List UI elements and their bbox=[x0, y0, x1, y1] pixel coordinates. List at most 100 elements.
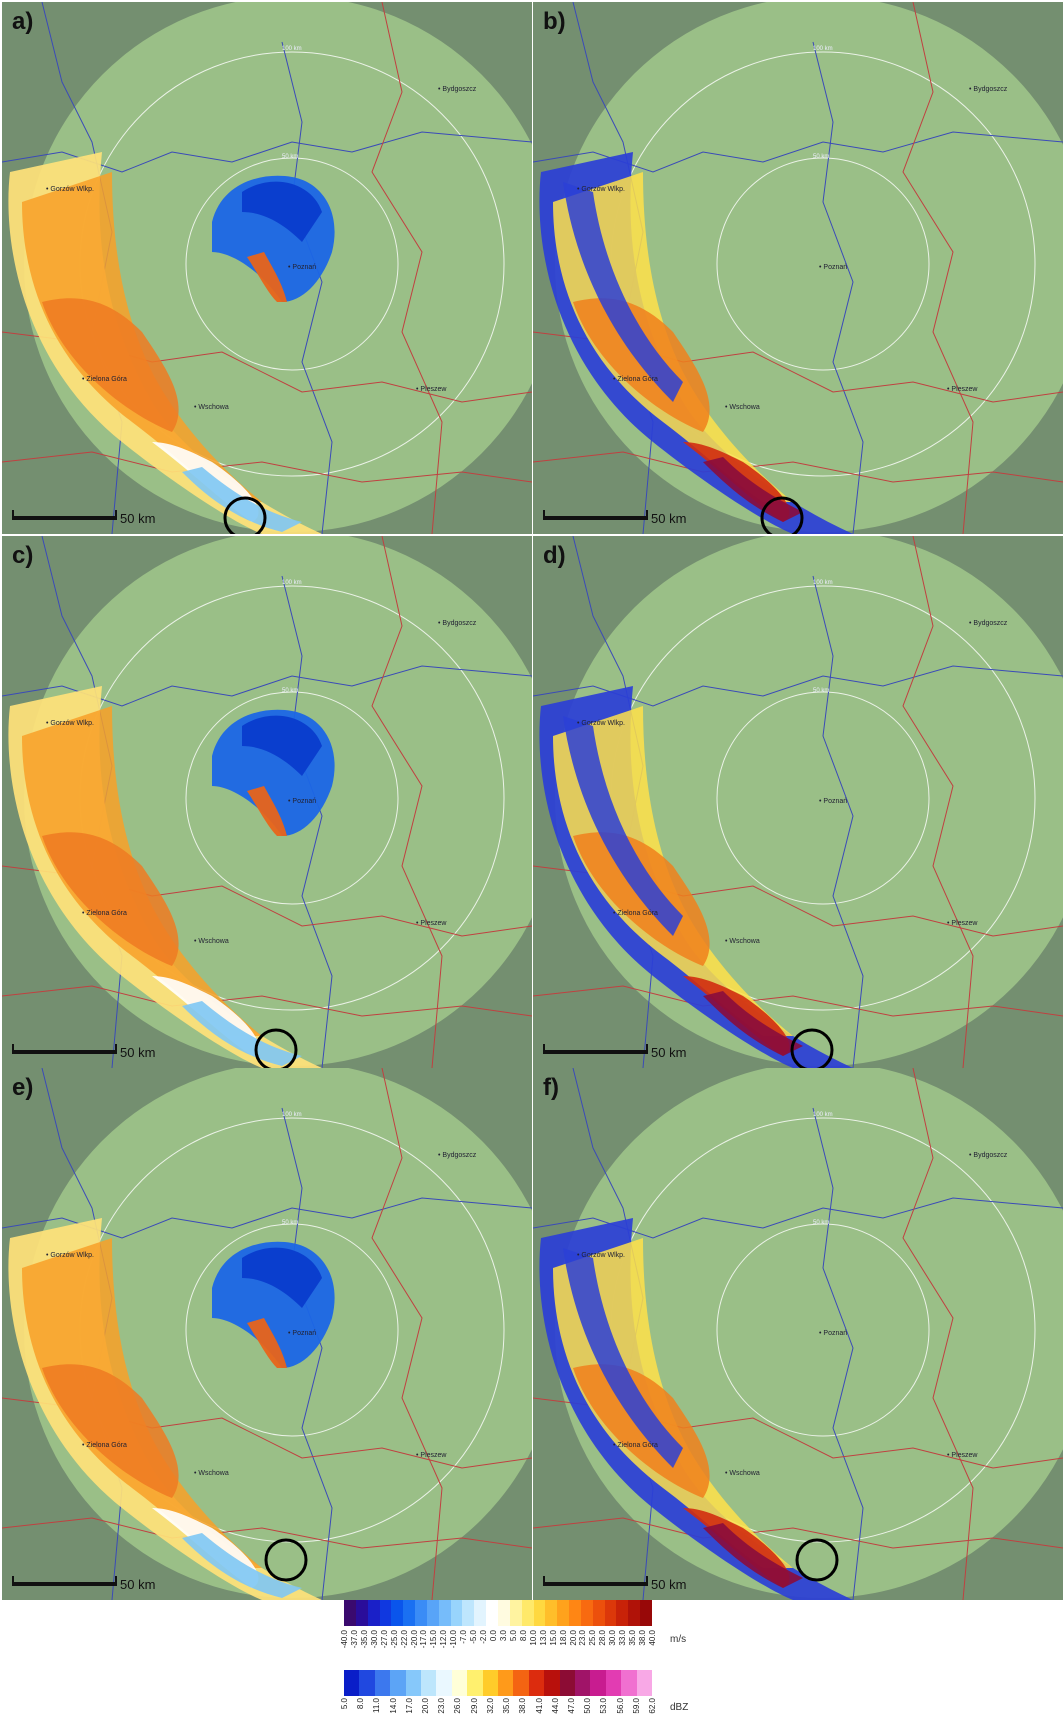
tick-label: 15.0 bbox=[548, 1630, 558, 1646]
tick-label: -30.0 bbox=[369, 1630, 379, 1649]
tick-label: 23.0 bbox=[578, 1630, 588, 1646]
colorbar-cell bbox=[498, 1600, 511, 1626]
colorbar-cell bbox=[533, 1600, 546, 1626]
city-label: • Wschowa bbox=[194, 1470, 229, 1477]
range-ring-label: 50 km bbox=[282, 154, 299, 160]
colorbar-cell bbox=[462, 1600, 475, 1626]
scale-bar bbox=[12, 1576, 117, 1586]
tick-label: 13.0 bbox=[538, 1630, 548, 1646]
tick-label: 41.0 bbox=[534, 1698, 544, 1714]
city-label: • Poznań bbox=[819, 264, 848, 271]
scale-label: 50 km bbox=[651, 1045, 687, 1060]
colorbar-cell bbox=[355, 1600, 369, 1626]
colorbar-cell bbox=[390, 1670, 407, 1696]
city-label: • Pleszew bbox=[416, 1452, 447, 1459]
radar-panel-c: c) 50 km • Bydgoszcz • Gorzów Wlkp. • Poznań… bbox=[2, 536, 532, 1068]
tick-label: 0.0 bbox=[489, 1630, 499, 1642]
colorbar-cell bbox=[438, 1600, 452, 1626]
velocity-colorbar bbox=[344, 1600, 653, 1626]
range-ring-label: 50 km bbox=[282, 1220, 299, 1226]
tick-label: -10.0 bbox=[449, 1630, 459, 1649]
city-label: • Pleszew bbox=[947, 920, 978, 927]
range-ring-label: 100 km bbox=[813, 46, 833, 52]
tick-label: 32.0 bbox=[485, 1698, 495, 1714]
scale-label: 50 km bbox=[120, 511, 156, 526]
colorbar-cell bbox=[359, 1670, 376, 1696]
colorbar-cell bbox=[636, 1670, 653, 1696]
colorbar-cell bbox=[628, 1600, 641, 1626]
scale-bar bbox=[12, 510, 117, 520]
colorbar-cell bbox=[403, 1600, 416, 1626]
radar-panel-d: d) 50 km • Bydgoszcz • Gorzów Wlkp. • Poznań… bbox=[533, 536, 1063, 1068]
tick-label: 47.0 bbox=[566, 1698, 576, 1714]
scale-label: 50 km bbox=[120, 1045, 156, 1060]
colorbar-cell bbox=[616, 1600, 629, 1626]
colorbar-cell bbox=[545, 1600, 558, 1626]
colorbar-cell bbox=[415, 1600, 428, 1626]
tick-label: 59.0 bbox=[631, 1698, 641, 1714]
tick-label: 35.0 bbox=[502, 1698, 512, 1714]
tick-label: 20.0 bbox=[421, 1698, 431, 1714]
tick-label: -17.0 bbox=[419, 1630, 429, 1649]
colorbar-cell bbox=[521, 1600, 535, 1626]
city-label: • Gorzów Wlkp. bbox=[46, 720, 94, 727]
city-label: • Wschowa bbox=[725, 1470, 760, 1477]
colorbar-cell bbox=[557, 1600, 570, 1626]
city-label: • Pleszew bbox=[416, 920, 447, 927]
panel-label: f) bbox=[543, 1074, 559, 1101]
tick-label: -22.0 bbox=[399, 1630, 409, 1649]
colorbar-cell bbox=[451, 1670, 468, 1696]
range-ring-label: 100 km bbox=[813, 1112, 833, 1118]
city-label: • Gorzów Wlkp. bbox=[46, 1252, 94, 1259]
tick-label: -20.0 bbox=[409, 1630, 419, 1649]
tick-label: 20.0 bbox=[568, 1630, 578, 1646]
scale-label: 50 km bbox=[651, 1577, 687, 1592]
tick-label: 23.0 bbox=[437, 1698, 447, 1714]
city-label: • Gorzów Wlkp. bbox=[577, 186, 625, 193]
radar-map bbox=[533, 1068, 1063, 1600]
city-label: • Zielona Góra bbox=[613, 910, 658, 917]
tick-label: 3.0 bbox=[498, 1630, 508, 1642]
tick-label: 50.0 bbox=[583, 1698, 593, 1714]
city-label: • Pleszew bbox=[947, 1452, 978, 1459]
radar-map bbox=[2, 2, 532, 534]
colorbar-cell bbox=[374, 1670, 391, 1696]
scale-bar bbox=[543, 1044, 648, 1054]
colorbar-cell bbox=[367, 1600, 381, 1626]
tick-label: 14.0 bbox=[388, 1698, 398, 1714]
tick-label: -12.0 bbox=[439, 1630, 449, 1649]
panel-label: e) bbox=[12, 1074, 34, 1101]
scale-bar bbox=[543, 510, 648, 520]
city-label: • Zielona Góra bbox=[613, 1442, 658, 1449]
tick-label: 28.0 bbox=[598, 1630, 608, 1646]
colorbar-cell bbox=[592, 1600, 606, 1626]
range-ring-label: 50 km bbox=[813, 1220, 830, 1226]
colorbar-cell bbox=[580, 1600, 594, 1626]
radar-map bbox=[533, 536, 1063, 1068]
colorbar-cell bbox=[544, 1670, 561, 1696]
velocity-unit: m/s bbox=[670, 1634, 687, 1645]
tick-label: 62.0 bbox=[648, 1698, 657, 1714]
tick-label: 38.0 bbox=[638, 1630, 648, 1646]
tick-label: 44.0 bbox=[550, 1698, 560, 1714]
city-label: • Poznań bbox=[288, 1330, 317, 1337]
tick-label: 5.0 bbox=[340, 1698, 349, 1710]
radar-panel-e: e) 50 km • Bydgoszcz • Gorzów Wlkp. • Poznań… bbox=[2, 1068, 532, 1600]
colorbar-cell bbox=[482, 1670, 499, 1696]
range-ring-label: 50 km bbox=[282, 688, 299, 694]
scale-bar bbox=[543, 1576, 648, 1586]
city-label: • Zielona Góra bbox=[82, 910, 127, 917]
colorbar-cell bbox=[436, 1670, 453, 1696]
city-label: • Bydgoszcz bbox=[969, 620, 1008, 627]
city-label: • Gorzów Wlkp. bbox=[577, 720, 625, 727]
colorbar-cell bbox=[450, 1600, 463, 1626]
tick-label: -5.0 bbox=[469, 1630, 479, 1644]
panel-label: a) bbox=[12, 8, 34, 35]
tick-label: 8.0 bbox=[356, 1698, 366, 1710]
city-label: • Wschowa bbox=[194, 938, 229, 945]
tick-label: -2.0 bbox=[479, 1630, 489, 1644]
city-label: • Wschowa bbox=[725, 938, 760, 945]
city-label: • Bydgoszcz bbox=[438, 1152, 477, 1159]
scale-label: 50 km bbox=[120, 1577, 156, 1592]
radar-panel-b: b) 50 km • Bydgoszcz • Gorzów Wlkp. • Poznań… bbox=[533, 2, 1063, 534]
